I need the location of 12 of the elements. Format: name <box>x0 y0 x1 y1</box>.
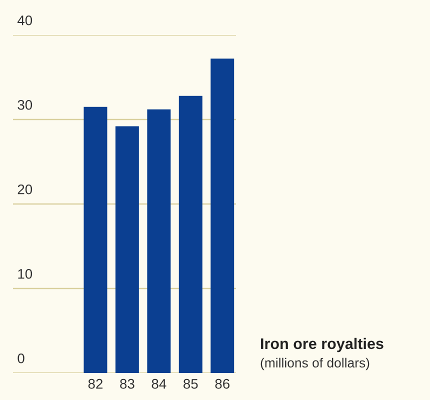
x-tick-label: 83 <box>120 378 134 389</box>
y-tick-label: 10 <box>18 268 32 279</box>
x-tick-label: 82 <box>88 378 103 389</box>
text: (millions of dollars) <box>260 358 370 370</box>
x-tick-label: 85 <box>184 378 198 389</box>
y-tick-label: 30 <box>18 100 32 110</box>
y-tick-label: 20 <box>18 184 32 194</box>
y-tick-label: 40 <box>17 15 32 26</box>
text: Iron ore royalties <box>261 338 384 352</box>
x-tick-label: 84 <box>152 378 166 389</box>
y-tick-label: 0 <box>18 353 24 364</box>
x-tick-label: 86 <box>215 378 230 389</box>
